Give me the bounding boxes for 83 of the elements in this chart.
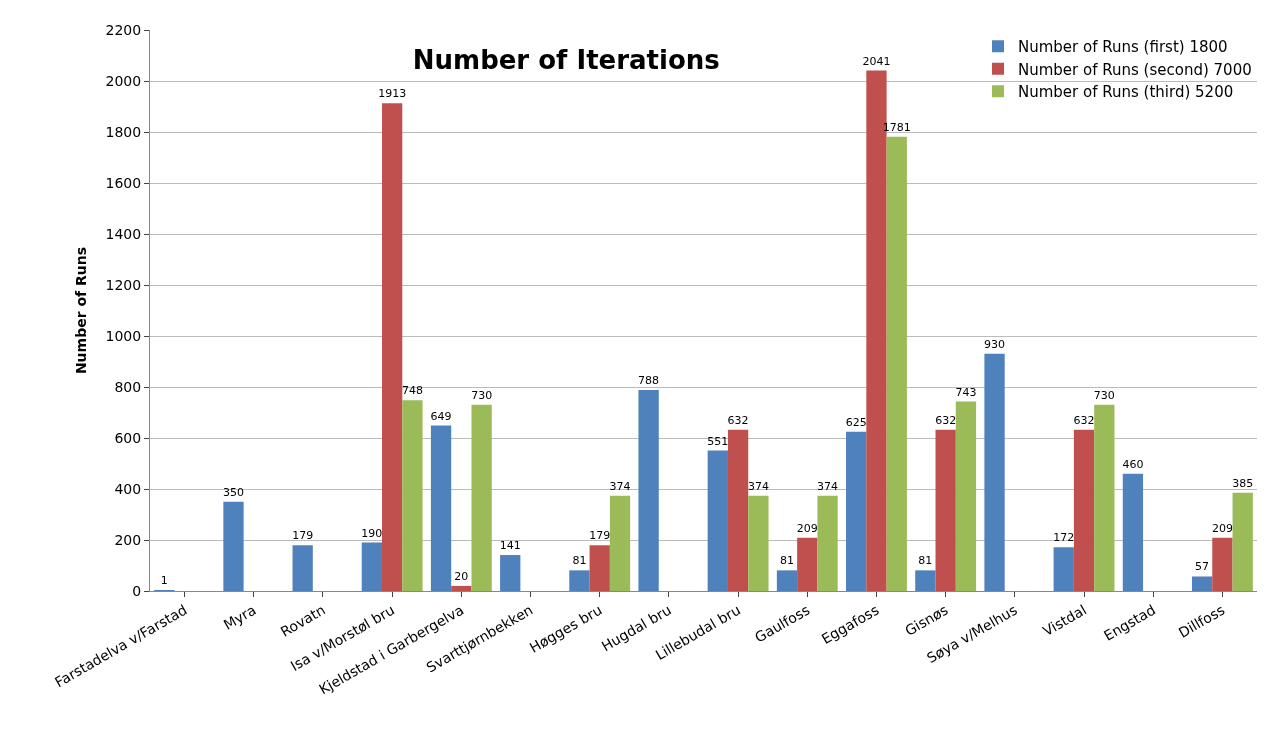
data-label: 350 [222,485,244,499]
data-label: 81 [918,554,933,568]
data-label: 81 [572,554,587,568]
bar [292,545,313,591]
data-label: 1 [160,574,168,587]
data-label: 748 [401,384,423,398]
bar [1122,473,1144,591]
y-tick-label: 1800 [105,123,142,140]
bar [402,400,423,591]
bar [223,501,244,591]
data-label: 625 [845,415,867,429]
data-label: 788 [638,374,660,388]
data-label: 1913 [378,87,407,101]
bar [1191,576,1213,591]
bar [1073,429,1095,591]
bar [569,570,590,591]
data-label: 141 [499,539,521,553]
bar [609,495,631,591]
data-label: 374 [609,479,631,493]
legend-label: Number of Runs (second) 7000 [1018,60,1252,79]
bar [361,542,383,591]
data-label: 743 [955,385,977,399]
y-tick-label: 2000 [105,72,142,89]
data-label: 730 [471,388,493,402]
data-label: 730 [1093,388,1115,402]
y-tick-label: 800 [114,378,142,395]
y-axis-title: Number of Runs [73,246,90,375]
y-tick-label: 400 [114,480,142,497]
y-tick-label: 1600 [105,174,142,191]
legend-label: Number of Runs (third) 5200 [1018,83,1234,102]
data-label: 57 [1195,560,1210,574]
bar [1232,492,1253,591]
bar [471,404,492,591]
bar [817,495,838,591]
data-label: 632 [935,413,957,427]
bar [935,429,956,591]
bar [638,390,659,591]
y-tick-label: 600 [114,429,142,446]
data-label: 172 [1053,531,1075,545]
y-tick-label: 2200 [105,21,142,38]
bar [707,450,728,591]
bar [727,429,749,591]
bar [1094,404,1115,591]
data-label: 930 [984,337,1006,351]
data-label: 209 [1211,521,1233,535]
bar [451,585,472,591]
text: Number of Iterations [412,45,720,76]
data-label: 209 [796,521,818,535]
data-label: 460 [1122,457,1144,471]
data-label: 551 [707,434,729,448]
bar [886,136,907,591]
x-tick-label: Myra [220,601,259,633]
data-label: 190 [361,526,383,540]
bar [797,537,818,591]
data-label: 385 [1232,476,1254,490]
bar [846,431,867,591]
y-tick-label: 1200 [105,276,142,293]
bar [776,570,798,591]
data-label: 649 [430,409,452,423]
data-label: 20 [454,569,469,583]
y-tick-label: 1000 [105,327,142,344]
bar [984,353,1005,591]
bar [589,545,610,591]
bar [915,570,936,591]
data-label: 632 [1073,413,1095,427]
bar [430,425,452,591]
bar [500,555,521,591]
bar [955,401,977,591]
y-tick-label: 0 [132,582,142,599]
y-tick-label: 200 [114,531,142,548]
data-label: 374 [747,479,769,493]
bar [1212,537,1233,591]
legend-label: Number of Runs (first) 1800 [1018,38,1228,57]
bar [748,495,769,591]
data-label: 632 [727,413,749,427]
data-label: 179 [589,529,611,543]
bar [1053,547,1074,591]
data-label: 81 [779,554,794,568]
data-label: 179 [292,529,314,543]
bar [382,103,403,591]
data-label: 374 [817,479,839,493]
data-label: 2041 [862,54,891,68]
y-tick-label: 1400 [105,225,142,242]
